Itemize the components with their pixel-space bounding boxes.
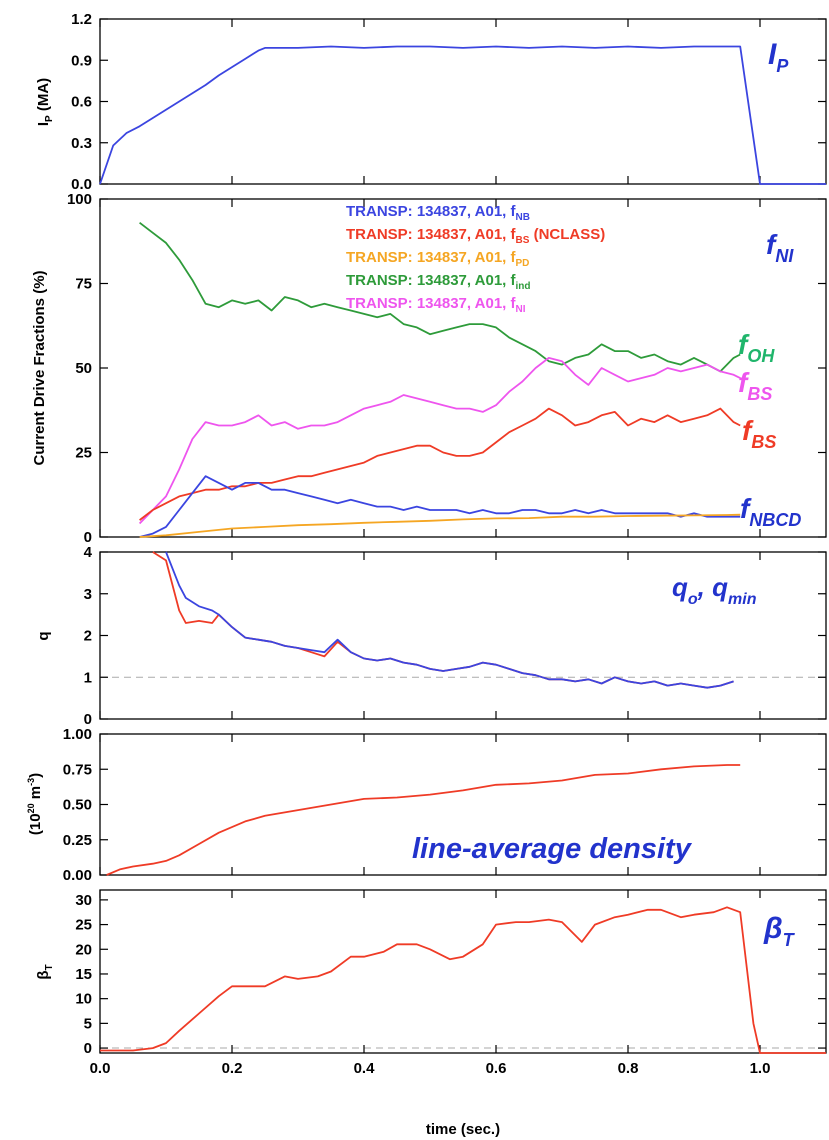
density-y-axis-label: (1020 m-3) (26, 773, 44, 835)
density-y-tick-label: 1.00 (63, 726, 92, 743)
q-series-line-1 (165, 551, 734, 689)
beta-y-tick-label: 15 (75, 966, 92, 983)
cd-series-line-2 (139, 407, 741, 521)
ip-y-tick-label: 1.2 (71, 11, 92, 28)
q-y-tick-label: 1 (84, 669, 92, 686)
cd-series-line-0 (139, 221, 741, 373)
q-y-tick-label: 4 (84, 544, 93, 561)
x-tick-label: 0.8 (618, 1060, 639, 1077)
beta-y-tick-label: 20 (75, 941, 92, 958)
cd-y-tick-label: 100 (67, 191, 92, 208)
legend-entry-pd: TRANSP: 134837, A01, fPD (346, 249, 529, 269)
q-y-axis-label: q (35, 631, 52, 640)
beta-y-tick-label: 30 (75, 892, 92, 909)
density-y-tick-label: 0.00 (63, 867, 92, 884)
ip-series-line-0 (99, 45, 826, 185)
q-y-tick-label: 2 (84, 628, 92, 645)
beta-y-axis-label: βT (35, 964, 55, 979)
cd-series-line-4 (139, 513, 741, 538)
x-tick-label: 0.4 (354, 1060, 376, 1077)
legend-entry-nb: TRANSP: 134837, A01, fNB (346, 203, 530, 223)
beta-y-tick-label: 5 (84, 1015, 92, 1032)
x-tick-label: 0.6 (486, 1060, 507, 1077)
annotation-fbs-red: fBS (742, 415, 776, 452)
cd-y-tick-label: 50 (75, 360, 92, 377)
annotation-fbs-magenta: fBS (738, 367, 772, 404)
q-y-tick-label: 3 (84, 586, 92, 603)
cd-series-line-1 (138, 356, 741, 525)
cd-y-tick-label: 25 (75, 445, 92, 462)
beta-y-tick-label: 25 (75, 917, 92, 934)
x-tick-label: 0.0 (90, 1060, 111, 1077)
ip-y-tick-label: 0.9 (71, 52, 92, 69)
q-series-line-0 (152, 551, 734, 689)
x-axis-label: time (sec.) (426, 1121, 500, 1138)
beta-y-tick-label: 0 (84, 1040, 92, 1057)
q-y-tick-label: 0 (84, 711, 92, 728)
annotation-beta: βT (763, 912, 796, 950)
beta-y-tick-label: 10 (75, 991, 92, 1008)
x-tick-label: 0.2 (222, 1060, 243, 1077)
cd-y-axis-label: Current Drive Fractions (%) (31, 270, 48, 465)
annotation-density: line-average density (412, 833, 693, 865)
ip-y-axis-label: IP (MA) (35, 78, 55, 126)
ip-y-tick-label: 0.3 (71, 135, 92, 152)
legend-entry-ni: TRANSP: 134837, A01, fNI (346, 295, 526, 315)
ip-y-tick-label: 0.0 (71, 176, 92, 193)
legend-entry-bs: TRANSP: 134837, A01, fBS (NCLASS) (346, 226, 605, 246)
cd-y-tick-label: 0 (84, 529, 92, 546)
legend-entry-ind: TRANSP: 134837, A01, find (346, 272, 531, 292)
panel-ip-frame (99, 18, 827, 185)
beta-series-line-0 (100, 906, 826, 1054)
annotation-fnbcd: fNBCD (740, 493, 801, 530)
panel-beta-frame (99, 889, 827, 1054)
cd-legend: TRANSP: 134837, A01, fNB TRANSP: 134837,… (346, 203, 605, 315)
density-series-line-0 (106, 764, 741, 876)
density-y-tick-label: 0.25 (63, 832, 92, 849)
cd-y-tick-label: 75 (75, 276, 92, 293)
annotation-q: qo, qmin (672, 572, 757, 608)
annotation-ip: IP (768, 38, 789, 76)
annotation-foh: fOH (738, 329, 775, 366)
x-tick-label: 1.0 (750, 1060, 771, 1077)
ip-y-tick-label: 0.6 (71, 94, 92, 111)
axis-ticks: 0.00.30.60.91.20255075100012340.000.250.… (63, 11, 826, 1077)
density-y-tick-label: 0.50 (63, 797, 92, 814)
annotation-fni: fNI (766, 229, 794, 266)
cd-series-line-3 (139, 475, 741, 538)
density-y-tick-label: 0.75 (63, 761, 92, 778)
data-lines (99, 45, 826, 1054)
